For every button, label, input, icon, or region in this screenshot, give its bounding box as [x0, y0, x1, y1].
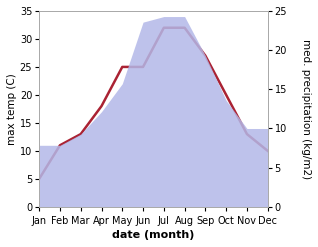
Y-axis label: med. precipitation (kg/m2): med. precipitation (kg/m2) [301, 39, 311, 179]
X-axis label: date (month): date (month) [112, 230, 195, 240]
Y-axis label: max temp (C): max temp (C) [7, 73, 17, 145]
